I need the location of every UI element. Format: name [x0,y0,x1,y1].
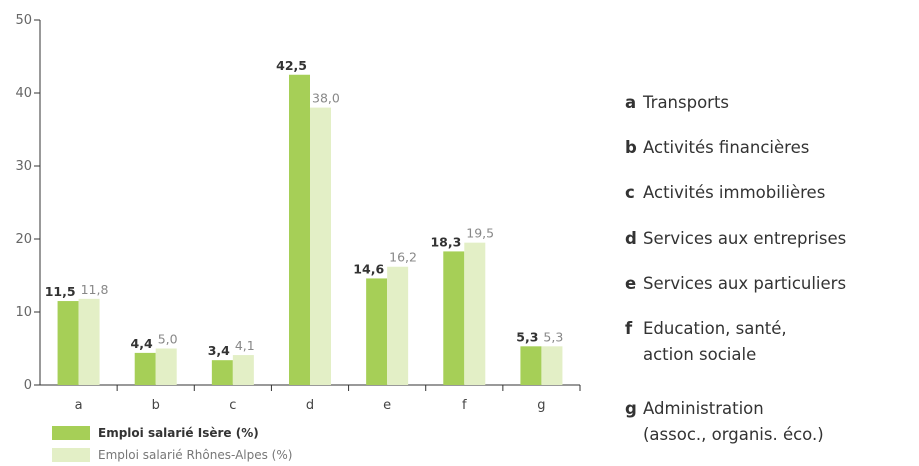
key-item-f: f Education, santé, action sociale [625,316,787,368]
y-tick-label: 30 [15,159,32,174]
x-tick-label: a [75,398,83,413]
data-label-isere: 42,5 [276,58,307,73]
key-text: Services aux particuliers [643,274,847,293]
data-label-rhone-alpes: 38,0 [312,91,340,106]
legend-swatch-rhone-alpes [52,448,90,462]
legend-item-isere: Emploi salarié Isère (%) [52,426,259,440]
data-label-isere: 14,6 [353,261,384,276]
key-text-continued: (assoc., organis. éco.) [643,425,824,444]
key-text: Transports [643,93,730,112]
data-label-rhone-alpes: 19,5 [466,226,494,241]
data-label-isere: 5,3 [516,329,538,344]
y-tick-label: 10 [15,305,32,320]
key-item-a: a Transports [625,90,729,116]
legend-item-rhone-alpes: Emploi salarié Rhônes-Alpes (%) [52,448,292,462]
bar-rhone-alpes [387,266,409,385]
y-tick-label: 50 [15,13,32,28]
key-item-e: e Services aux particuliers [625,271,846,297]
x-tick-label: f [462,398,467,413]
data-label-rhone-alpes: 11,8 [81,282,109,297]
bar-rhone-alpes [232,355,254,385]
x-tick-label: c [229,398,236,413]
bar-chart: 0 10 20 30 40 50 a 11,5 11,8 b 4,4 5,0 c 3,4 4,1 d 42,5 3… [15,13,581,413]
x-tick-label: g [537,398,545,413]
key-text: Services aux entreprises [643,229,847,248]
bar-rhone-alpes [155,348,177,385]
y-tick-label: 0 [24,378,32,393]
key-letter: e [625,274,637,293]
key-text: Activités financières [643,138,810,157]
key-item-c: c Activités immobilières [625,180,825,206]
key-item-b: b Activités financières [625,135,809,161]
bar-isere [289,74,310,385]
x-tick-label: e [383,398,391,413]
y-tick-label: 40 [15,86,32,101]
key-letter: b [625,138,637,157]
bar-isere [211,360,233,385]
x-tick-label: d [306,398,314,413]
key-letter: a [625,93,637,112]
bar-isere [134,352,156,385]
data-label-isere: 4,4 [131,336,153,351]
legend-swatch-isere [52,426,90,440]
y-tick-label: 20 [15,232,32,247]
bar-isere [366,278,388,385]
key-letter: g [625,399,637,418]
legend-label-rhone-alpes: Emploi salarié Rhônes-Alpes (%) [98,448,293,462]
bar-rhone-alpes [464,242,486,385]
bar-isere [520,346,542,385]
legend-label-isere: Emploi salarié Isère (%) [98,426,259,440]
key-text: Activités immobilières [643,183,826,202]
data-label-rhone-alpes: 5,3 [543,329,563,344]
key-text: Education, santé, [643,319,787,338]
key-letter: f [625,319,633,338]
data-label-rhone-alpes: 5,0 [158,332,178,347]
data-label-isere: 18,3 [430,234,461,249]
data-label-isere: 11,5 [45,284,76,299]
data-label-rhone-alpes: 16,2 [389,250,417,265]
bar-isere [443,251,465,385]
data-label-isere: 3,4 [208,343,230,358]
key-text-continued: action sociale [643,345,757,364]
key-item-g: g Administration (assoc., organis. éco.) [625,396,824,448]
data-label-rhone-alpes: 4,1 [235,338,255,353]
bar-rhone-alpes [78,298,100,385]
bar-rhone-alpes [310,107,331,385]
key-item-d: d Services aux entreprises [625,226,846,252]
key-letter: c [625,183,635,202]
key-letter: d [625,229,637,248]
x-tick-label: b [152,398,160,413]
key-text: Administration [643,399,764,418]
bar-isere [57,301,79,385]
bar-rhone-alpes [541,346,563,385]
